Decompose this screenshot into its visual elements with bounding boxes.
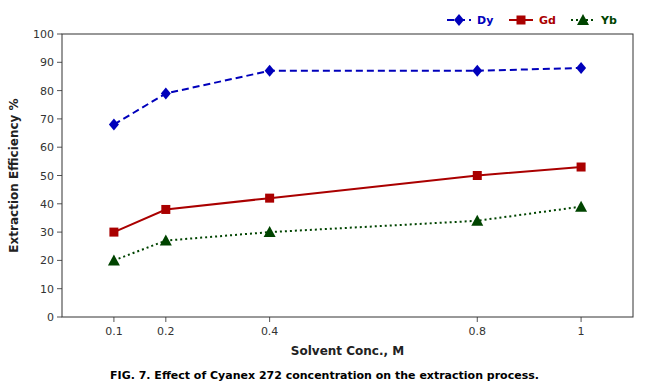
legend: Dy Gd Yb xyxy=(447,14,617,27)
plot-frame xyxy=(62,34,633,317)
x-tick-label: 0.4 xyxy=(261,325,279,338)
y-tick-label: 60 xyxy=(40,141,54,154)
y-tick-label: 90 xyxy=(40,56,54,69)
point-marker xyxy=(265,65,275,77)
x-tick xyxy=(165,317,166,322)
y-tick-label: 70 xyxy=(40,113,54,126)
y-tick-label: 80 xyxy=(40,85,54,98)
x-tick-label: 0.8 xyxy=(469,325,487,338)
y-axis-label: Extraction Efficiency % xyxy=(7,98,21,252)
point-marker xyxy=(471,215,483,226)
y-tick-label: 30 xyxy=(40,226,54,239)
y-tick xyxy=(57,34,62,35)
point-marker xyxy=(472,65,482,77)
x-tick xyxy=(269,317,270,322)
point-marker xyxy=(161,87,171,99)
y-tick-label: 50 xyxy=(40,170,54,183)
legend-label: Gd xyxy=(539,14,556,27)
legend-marker xyxy=(577,14,589,25)
legend-label: Yb xyxy=(600,14,617,27)
x-axis-label: Solvent Conc., M xyxy=(291,344,404,358)
x-tick xyxy=(477,317,478,322)
y-tick xyxy=(57,147,62,148)
y-tick-label: 10 xyxy=(40,283,54,296)
point-marker xyxy=(473,171,482,180)
series-line xyxy=(114,68,581,125)
point-marker xyxy=(264,226,276,237)
point-marker xyxy=(109,228,118,237)
y-tick xyxy=(57,288,62,289)
y-tick-label: 100 xyxy=(33,28,54,41)
y-tick xyxy=(57,175,62,176)
series-line xyxy=(114,167,581,232)
legend-marker xyxy=(454,14,464,26)
chart: 0 10 20 30 40 50 60 70 80 90 100 0.1 0.2 0.4 0.8 1 Solve… xyxy=(0,0,649,389)
point-marker xyxy=(577,163,586,172)
point-marker xyxy=(576,62,586,74)
y-tick xyxy=(57,260,62,261)
series-line xyxy=(114,207,581,261)
y-tick-label: 0 xyxy=(47,311,54,324)
point-marker xyxy=(575,201,587,212)
x-tick-label: 0.1 xyxy=(105,325,123,338)
x-tick xyxy=(581,317,582,322)
y-tick-label: 20 xyxy=(40,254,54,267)
point-marker xyxy=(161,205,170,214)
point-marker xyxy=(108,254,120,265)
y-tick xyxy=(57,232,62,233)
point-marker xyxy=(109,119,119,131)
legend-label: Dy xyxy=(477,14,493,27)
y-tick xyxy=(57,62,62,63)
legend-marker xyxy=(517,16,526,25)
plot-area xyxy=(108,62,587,265)
y-tick-label: 40 xyxy=(40,198,54,211)
caption: FIG. 7. Effect of Cyanex 272 concentrati… xyxy=(110,369,539,382)
point-marker xyxy=(160,235,172,246)
x-tick xyxy=(113,317,114,322)
x-tick-label: 1 xyxy=(578,325,585,338)
x-tick-label: 0.2 xyxy=(157,325,175,338)
point-marker xyxy=(265,194,274,203)
y-tick xyxy=(57,317,62,318)
y-tick xyxy=(57,90,62,91)
y-tick xyxy=(57,118,62,119)
y-tick xyxy=(57,203,62,204)
